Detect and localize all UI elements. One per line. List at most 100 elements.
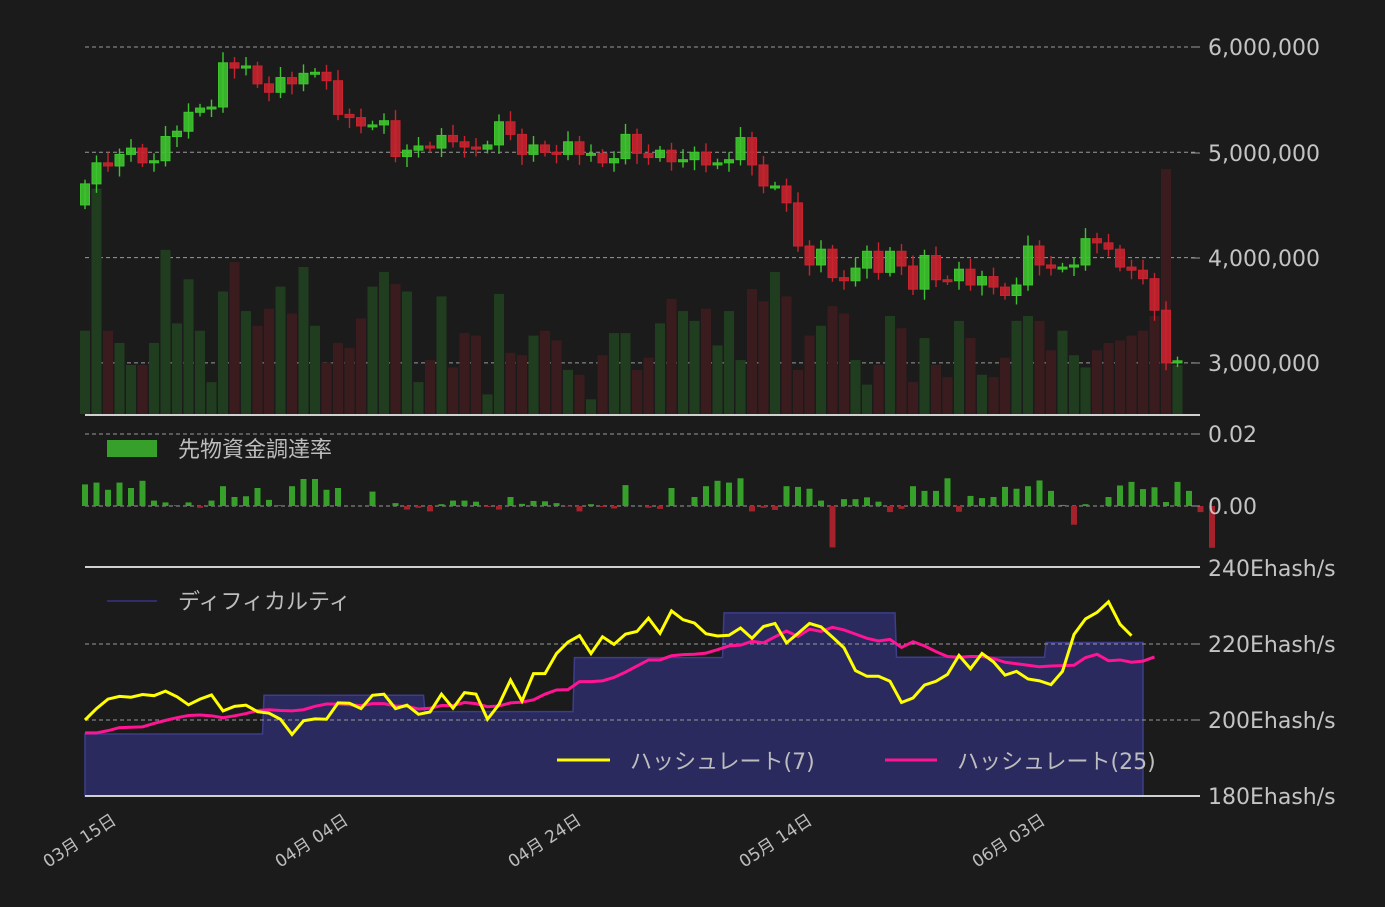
candle-body: [459, 141, 470, 148]
candle-body: [229, 62, 240, 69]
candle-body: [816, 248, 826, 266]
candle-body: [195, 107, 205, 113]
candle-body: [1011, 284, 1022, 297]
funding-bar: [887, 506, 893, 513]
candle-body: [528, 144, 539, 155]
candle-body: [126, 147, 136, 155]
volume-bar: [551, 340, 562, 414]
funding-bar: [496, 506, 502, 510]
candle-body: [275, 77, 286, 93]
hash-legend: ハッシュレート(7) ハッシュレート(25): [557, 750, 1156, 775]
volume-bar: [517, 355, 527, 414]
volume-bar: [1023, 316, 1033, 414]
funding-bar: [553, 503, 560, 506]
price-axis: 6,000,000 5,000,000 4,000,000 3,000,000: [1208, 36, 1320, 377]
funding-bar: [220, 486, 226, 506]
volume-bar: [367, 286, 378, 414]
funding-bar: [116, 482, 123, 506]
funding-bar: [760, 506, 767, 508]
volume-bar: [390, 284, 401, 414]
volume-bar: [137, 365, 148, 414]
funding-bar: [162, 502, 169, 506]
volume-bar: [678, 311, 688, 414]
volume-bar: [781, 296, 792, 414]
volume-bar: [770, 271, 780, 414]
funding-bar: [622, 485, 629, 506]
candle-body: [1115, 248, 1125, 268]
volume-bar: [666, 298, 677, 414]
funding-bar: [967, 495, 974, 506]
volume-bar: [609, 333, 619, 414]
funding-bar: [599, 506, 606, 508]
candle-body: [149, 160, 159, 164]
funding-bar: [243, 496, 249, 506]
volume-bar: [735, 360, 746, 414]
candle-body: [1161, 309, 1171, 364]
funding-bar: [852, 499, 859, 506]
hash-tick-220: 220Ehash/s: [1208, 633, 1336, 658]
candle-body: [1069, 264, 1079, 268]
volume-bar: [218, 291, 228, 414]
candle-body: [1126, 266, 1137, 271]
volume-bar: [448, 367, 458, 414]
candle-body: [413, 145, 424, 151]
volume-bar: [505, 352, 516, 414]
funding-bar: [139, 480, 146, 506]
funding-bar: [956, 506, 962, 512]
funding-bar: [450, 500, 456, 506]
funding-legend: 先物資金調達率: [107, 438, 332, 463]
candle-body: [137, 147, 148, 164]
candle-body: [448, 134, 458, 143]
candle-body: [367, 124, 378, 128]
funding-bar: [1082, 504, 1089, 506]
candle-body: [896, 250, 907, 267]
funding-bar: [151, 500, 157, 506]
candle-body: [436, 134, 447, 149]
candle-body: [758, 164, 769, 187]
candle-body: [287, 77, 297, 85]
candle-body: [390, 120, 401, 158]
candle-body: [908, 265, 918, 290]
candle-body: [597, 152, 608, 164]
candle-body: [494, 121, 504, 146]
funding-legend-swatch: [107, 440, 157, 457]
volume-bar: [1069, 355, 1079, 414]
volume-bar: [1138, 330, 1148, 414]
volume-bar: [1161, 169, 1171, 414]
volume-bar: [1126, 335, 1137, 414]
candle-body: [471, 146, 481, 150]
funding-bar: [1105, 497, 1112, 506]
funding-bar: [128, 488, 134, 506]
volume-bar: [712, 345, 723, 414]
volume-bar: [1080, 367, 1091, 414]
volume-bar: [919, 338, 930, 414]
funding-bar: [312, 479, 318, 506]
funding-bar: [1209, 506, 1215, 548]
funding-bar: [645, 506, 652, 508]
volume-bar: [482, 394, 493, 414]
funding-bar: [772, 506, 778, 510]
funding-bar: [737, 478, 744, 506]
volume-bar: [1115, 340, 1125, 414]
hash25-line: [85, 625, 1156, 735]
volume-bar: [977, 374, 987, 414]
candle-body: [770, 185, 780, 189]
funding-bar: [795, 486, 801, 506]
volume-bar: [1092, 350, 1102, 414]
funding-bar: [818, 500, 824, 506]
candle-body: [655, 149, 665, 159]
funding-bar: [668, 488, 675, 506]
funding-bar: [714, 480, 721, 506]
volume-bar: [356, 318, 366, 414]
candle-body: [839, 277, 849, 282]
funding-bar: [1071, 506, 1077, 525]
funding-bar: [277, 505, 284, 506]
funding-bar: [369, 491, 376, 506]
candle-body: [160, 136, 171, 162]
volume-bar: [862, 384, 872, 414]
funding-bar: [726, 482, 732, 506]
volume-bar: [172, 323, 182, 414]
funding-bar: [588, 504, 594, 506]
volume-bar: [597, 355, 608, 414]
candle-body: [919, 254, 930, 290]
